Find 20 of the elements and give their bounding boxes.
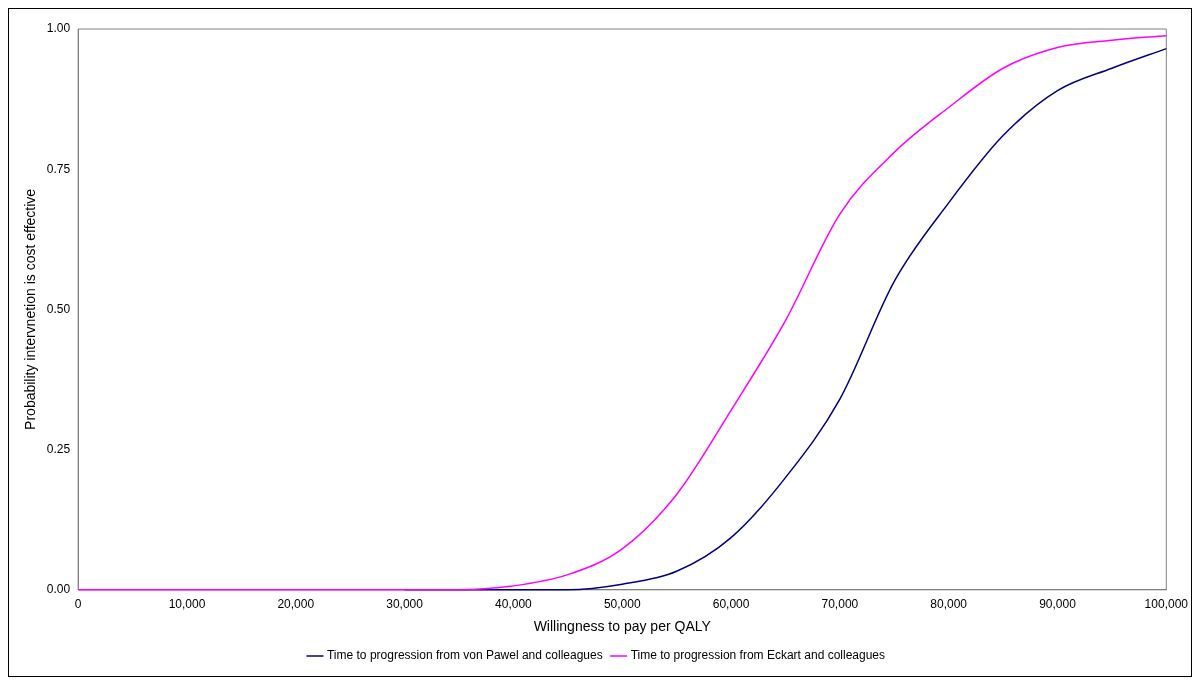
x-tick-label: 90,000 [1039,597,1077,612]
x-axis-title: Willingness to pay per QALY [533,618,712,635]
x-tick-label: 20,000 [277,597,315,612]
y-tick-label: 0.25 [46,441,71,456]
y-axis-title: Probability intervnetion is cost effective [22,188,39,430]
x-tick-label: 10,000 [168,597,206,612]
legend-label: Time to progression from Eckart and colleagues [630,648,886,663]
x-tick-label: 0 [74,597,82,612]
y-tick-label: 0.00 [46,582,71,597]
x-tick-label: 60,000 [712,597,750,612]
x-tick-label: 50,000 [603,597,641,612]
x-tick-label: 40,000 [495,597,533,612]
x-tick-label: 80,000 [930,597,968,612]
x-tick-label: 30,000 [386,597,424,612]
y-tick-label: 0.50 [46,301,71,316]
x-tick-label: 100,000 [1144,597,1189,612]
y-tick-label: 0.75 [46,161,71,176]
legend-label: Time to progression from von Pawel and colleagues [326,648,603,663]
y-tick-label: 1.00 [46,21,71,36]
x-tick-label: 70,000 [821,597,859,612]
